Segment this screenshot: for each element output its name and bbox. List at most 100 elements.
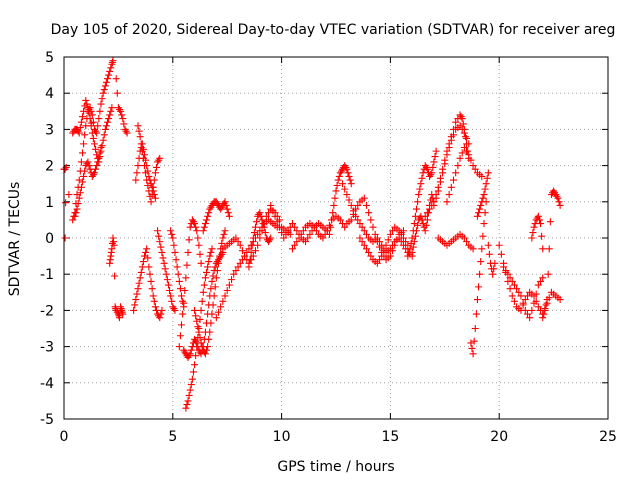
data-point [341,185,349,193]
series-arc10 [167,227,188,311]
data-point [456,122,464,130]
data-point [194,323,202,331]
data-point [319,234,327,242]
data-point [386,230,394,238]
data-point [354,201,362,209]
data-point [163,276,171,284]
data-point [203,268,211,276]
data-point [179,310,187,318]
data-point [152,163,160,171]
data-point [539,245,547,253]
data-point [423,165,431,173]
data-point [345,172,353,180]
data-point [201,274,209,282]
data-point [120,120,128,128]
data-point [214,259,222,267]
data-point [430,201,438,209]
series-arc8 [132,140,159,202]
data-point [110,241,118,249]
data-point [144,254,152,262]
data-point [271,212,279,220]
data-point [147,277,155,285]
data-point [360,194,368,202]
data-point [478,172,486,180]
data-point [373,259,381,267]
data-point [71,212,79,220]
data-point [148,285,156,293]
data-point [482,180,490,188]
data-point [441,160,449,168]
data-point [489,270,497,278]
data-point [508,292,516,300]
data-point [176,332,184,340]
data-point [151,303,159,311]
series-arc18 [245,209,275,271]
data-point [99,136,107,144]
data-point [176,285,184,293]
data-point [479,194,487,202]
data-point [333,182,341,190]
data-point [434,187,442,195]
series-arc6 [130,245,166,322]
data-point [410,238,418,246]
data-point [199,288,207,296]
data-point [458,125,466,133]
data-point [143,162,151,170]
x-tick-label: 10 [273,429,291,445]
data-point [182,404,190,412]
data-point [358,238,366,246]
data-point [166,286,174,294]
data-point [130,306,138,314]
data-point [210,292,218,300]
data-point [483,174,491,182]
data-point [506,285,514,293]
data-point [191,306,199,314]
data-point [223,286,231,294]
data-point [331,194,339,202]
data-point [193,227,201,235]
data-point [312,227,320,235]
data-point [234,263,242,271]
data-point [530,223,538,231]
data-point [367,252,375,260]
data-point [102,122,110,130]
series-arc28 [430,122,473,209]
data-point [468,344,476,352]
data-point [73,205,81,213]
data-point [134,122,142,130]
data-point [475,283,483,291]
data-point [104,118,112,126]
data-point [149,292,157,300]
tick-labels: 0 5 10 15 20 25 -5 -4 -3 -2 -1 0 1 2 3 4 5 [40,50,617,445]
data-point [186,386,194,394]
data-point [430,158,438,166]
data-point [302,238,310,246]
y-tick-label: 2 [45,159,54,175]
data-point [414,198,422,206]
data-point [362,230,370,238]
data-point [118,111,126,119]
data-point [428,169,436,177]
data-point [123,129,131,137]
data-point [147,198,155,206]
y-tick-label: -2 [40,303,54,319]
data-point [282,230,290,238]
data-point [201,220,209,228]
data-point [219,234,227,242]
data-point [417,180,425,188]
data-point [304,234,312,242]
data-point [135,279,143,287]
data-point [186,350,194,358]
data-point [150,297,158,305]
data-point [203,346,211,354]
data-point [101,82,109,90]
data-point [205,258,213,266]
data-point [178,321,186,329]
data-point [169,234,177,242]
data-point [96,107,104,115]
data-point [356,234,364,242]
data-point [479,232,487,240]
data-point [432,147,440,155]
data-point [145,263,153,271]
data-point [175,343,183,351]
